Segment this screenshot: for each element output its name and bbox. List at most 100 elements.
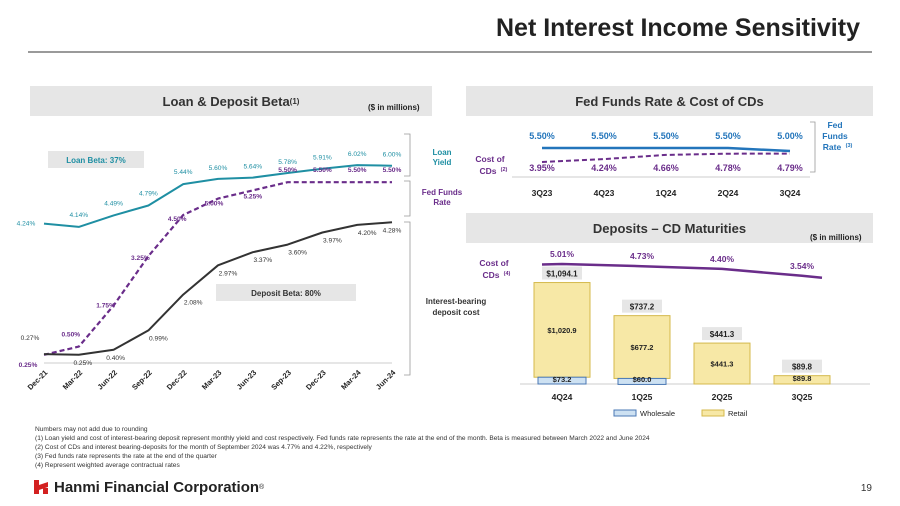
- rt-cd-label-1: 4.24%: [591, 163, 617, 173]
- footnote-4: (4) Represent weighted average contractu…: [35, 462, 180, 469]
- rb-retail-label-3: $89.8: [793, 374, 812, 383]
- cd-maturities-header: Deposits – CD Maturities: [466, 213, 873, 243]
- left-x-tick-4: Dec-22: [165, 368, 189, 392]
- left-data-label-s0-9: 6.02%: [348, 151, 367, 158]
- rt-fed-name-l3: Rate: [823, 142, 842, 152]
- deposit-beta-label: Deposit Beta: 80%: [251, 289, 321, 298]
- rb-retail-bar-2: [693, 342, 751, 385]
- left-line-series-0: [43, 164, 393, 228]
- left-x-tick-6: Jun-23: [235, 368, 258, 391]
- left-x-tick-10: Jun-24: [374, 367, 398, 391]
- fed-funds-cds-title: Fed Funds Rate & Cost of CDs: [575, 93, 764, 109]
- loan-deposit-beta-sup: (1): [289, 96, 300, 106]
- left-x-tick-9: Mar-24: [339, 367, 363, 391]
- loan-beta-label: Loan Beta: 37%: [66, 156, 126, 165]
- page-number: 19: [860, 483, 872, 494]
- left-x-tick-3: Sep-22: [130, 368, 154, 392]
- rt-cd-label-4: 4.79%: [777, 163, 803, 173]
- loan-beta-box: [48, 151, 144, 168]
- rt-cost-cds-line: [541, 152, 791, 163]
- rb-total-label-0: $1,094.1: [546, 270, 578, 279]
- left-data-label-s1-9: 5.50%: [348, 167, 367, 174]
- rt-cd-label-3: 4.78%: [715, 163, 741, 173]
- rb-total-box-3: [782, 359, 822, 373]
- rb-legend-wholesale-text: Wholesale: [640, 409, 675, 418]
- left-data-label-s0-2: 4.49%: [104, 200, 123, 207]
- rt-fed-label-0: 5.50%: [529, 131, 555, 141]
- left-data-label-s2-3: 0.99%: [149, 335, 168, 342]
- legend-loan-yield-l2: Yield: [433, 158, 452, 167]
- rb-total-box-0: [542, 266, 582, 280]
- left-x-tick-7: Sep-23: [269, 368, 293, 392]
- left-data-label-s2-2: 0.40%: [106, 355, 125, 362]
- deposit-cost-bracket: [404, 221, 411, 376]
- rt-fed-label-3: 5.50%: [715, 131, 741, 141]
- left-unit-label: ($ in millions): [368, 103, 420, 112]
- left-data-label-s2-1: 0.25%: [73, 360, 92, 367]
- rb-retail-label-2: $441.3: [711, 360, 734, 369]
- left-data-label-s0-4: 5.44%: [174, 169, 193, 176]
- rt-cost-label-l2: CDs: [479, 166, 496, 176]
- rb-cost-name-l2: CDs: [482, 270, 499, 280]
- left-data-label-s1-3: 3.25%: [131, 255, 150, 262]
- rt-x-tick-1: 4Q23: [594, 188, 615, 198]
- rb-retail-bar-1: [613, 315, 671, 379]
- fed-funds-cds-header: Fed Funds Rate & Cost of CDs: [466, 86, 873, 116]
- rb-cost-label-3: 3.54%: [790, 261, 815, 271]
- hanmi-logo-icon: [34, 480, 48, 494]
- legend-fed-funds-l2: Rate: [433, 198, 451, 207]
- company-name: Hanmi Financial Corporation: [54, 478, 260, 496]
- rt-x-tick-4: 3Q24: [780, 188, 801, 198]
- rb-total-label-1: $737.2: [630, 303, 655, 312]
- rt-x-tick-0: 3Q23: [532, 188, 553, 198]
- fed-funds-bracket: [404, 180, 411, 217]
- rb-cost-label-2: 4.40%: [710, 254, 735, 264]
- cd-maturities-title: Deposits – CD Maturities: [592, 220, 747, 236]
- rb-cost-label-0: 5.01%: [550, 249, 575, 259]
- left-data-label-s1-10: 5.50%: [383, 167, 402, 174]
- left-data-label-s2-9: 4.20%: [358, 230, 377, 237]
- left-data-label-s0-1: 4.14%: [69, 212, 88, 219]
- left-data-label-s0-6: 5.64%: [243, 164, 262, 171]
- rt-cd-label-0: 3.95%: [529, 163, 555, 173]
- rt-cd-label-2: 4.66%: [653, 163, 679, 173]
- left-data-label-s2-10: 4.28%: [383, 227, 402, 234]
- left-data-label-s1-5: 5.00%: [205, 201, 224, 208]
- rt-fed-funds-line: [542, 146, 791, 153]
- left-data-label-s2-5: 2.97%: [219, 270, 238, 277]
- footnote-3: (3) Fed funds rate represents the rate a…: [35, 453, 217, 460]
- left-x-tick-1: Mar-22: [61, 368, 84, 391]
- rb-wholesale-bar-1: [617, 377, 667, 385]
- legend-fed-funds-l1: Fed Funds: [422, 188, 463, 197]
- left-data-label-s1-7: 5.50%: [278, 167, 297, 174]
- left-data-label-s1-2: 1.75%: [96, 302, 115, 309]
- rb-wholesale-label-1: $60.0: [633, 375, 652, 384]
- rb-legend-retail-swatch: [701, 409, 725, 417]
- left-data-label-s2-7: 3.60%: [288, 250, 307, 257]
- left-x-tick-5: Mar-23: [200, 368, 223, 391]
- rt-x-tick-2: 1Q24: [656, 188, 677, 198]
- left-data-label-s0-7: 5.78%: [278, 159, 297, 166]
- loan-yield-bracket: [404, 133, 411, 177]
- left-data-label-s1-4: 4.50%: [168, 216, 187, 223]
- rb-total-box-1: [622, 299, 662, 313]
- rb-cost-name-sup: (4): [504, 271, 511, 277]
- rb-retail-bar-3: [773, 375, 831, 385]
- rb-cost-name-l1: Cost of: [479, 258, 508, 268]
- left-data-label-s1-0: 0.25%: [19, 362, 38, 369]
- rt-fed-bracket: [810, 121, 816, 173]
- page-title: Net Interest Income Sensitivity: [495, 14, 860, 42]
- left-data-label-s2-6: 3.37%: [253, 257, 272, 264]
- left-data-label-s2-0: 0.27%: [21, 335, 40, 342]
- left-line-series-1: [43, 181, 392, 356]
- rb-wholesale-bar-0: [537, 376, 587, 385]
- rt-fed-name-sup: (3): [846, 143, 853, 149]
- rt-fed-name-l1: Fed: [827, 120, 842, 130]
- left-data-label-s0-8: 5.91%: [313, 155, 332, 162]
- rb-total-label-2: $441.3: [710, 330, 735, 339]
- rb-x-tick-1: 1Q25: [632, 392, 653, 402]
- left-data-label-s0-0: 4.24%: [17, 221, 36, 228]
- title-divider: [28, 51, 872, 53]
- footnote-2: (2) Cost of CDs and interest bearing-dep…: [35, 444, 372, 451]
